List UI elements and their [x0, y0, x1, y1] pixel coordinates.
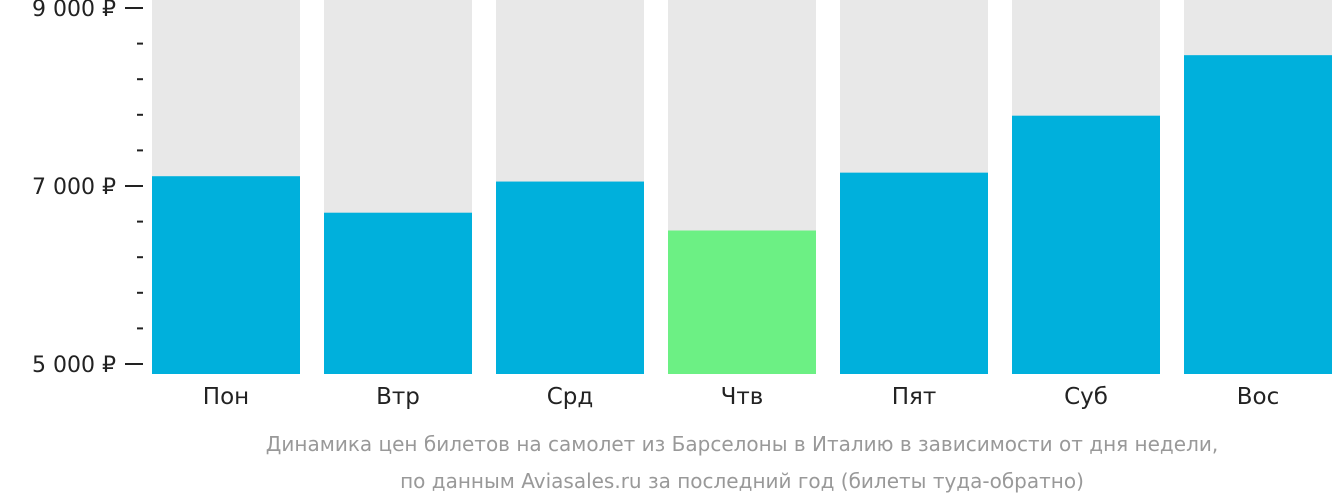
- x-category-label: Пон: [203, 384, 249, 410]
- x-category-label: Вос: [1237, 384, 1280, 410]
- x-category-label: Чтв: [721, 384, 764, 410]
- x-category-label: Втр: [376, 384, 420, 410]
- bar-3: [496, 181, 644, 374]
- bars: [152, 0, 1332, 375]
- chart-caption-line-2: по данным Aviasales.ru за последний год …: [400, 469, 1084, 493]
- x-category-label: Суб: [1064, 384, 1108, 410]
- bar-4: [668, 230, 816, 374]
- bar-2: [324, 212, 472, 374]
- y-tick-label: 7 000 ₽: [32, 175, 116, 200]
- y-axis: 5 000 ₽ 7 000 ₽ 9 000 ₽: [32, 0, 143, 378]
- bar-7: [1184, 55, 1332, 375]
- chart-caption-line-1: Динамика цен билетов на самолет из Барсе…: [266, 432, 1218, 456]
- y-tick-label: 9 000 ₽: [32, 0, 116, 22]
- x-category-label: Пят: [892, 384, 937, 410]
- bar-1: [152, 176, 300, 374]
- bar-6: [1012, 115, 1160, 374]
- x-axis-labels: Пон Втр Срд Чтв Пят Суб Вос: [203, 384, 1279, 410]
- x-category-label: Срд: [547, 384, 594, 410]
- y-tick-label: 5 000 ₽: [32, 353, 116, 378]
- bar-5: [840, 172, 988, 374]
